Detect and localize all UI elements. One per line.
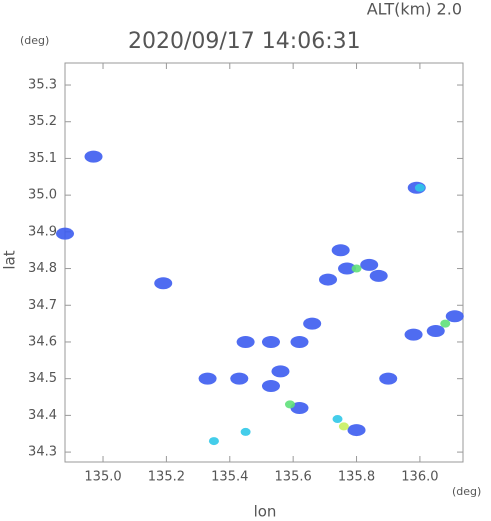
radar-echo xyxy=(303,317,322,330)
y-unit: (deg) xyxy=(20,34,49,47)
radar-echo xyxy=(290,335,309,348)
y-tick-label: 34.7 xyxy=(28,298,57,313)
y-tick-label: 35.3 xyxy=(28,78,57,93)
radar-echo xyxy=(338,262,357,275)
radar-echo xyxy=(208,437,219,446)
y-axis-label: lat xyxy=(1,250,19,269)
radar-echo xyxy=(284,400,295,409)
y-tick-label: 34.3 xyxy=(28,445,57,460)
y-tick-label: 35.1 xyxy=(28,151,57,166)
y-tick-label: 35.0 xyxy=(28,188,57,203)
radar-echo xyxy=(347,424,366,437)
radar-echo xyxy=(198,372,217,385)
x-tick-label: 135.6 xyxy=(275,470,312,485)
y-tick-label: 35.2 xyxy=(28,114,57,129)
radar-echo xyxy=(261,335,280,348)
radar-echo xyxy=(414,183,425,192)
x-tick-label: 136.0 xyxy=(401,470,438,485)
x-tick-label: 135.2 xyxy=(148,470,185,485)
radar-echo xyxy=(84,150,103,163)
radar-echo xyxy=(360,258,379,271)
radar-echo xyxy=(56,227,74,240)
radar-echo xyxy=(319,273,338,286)
radar-echo xyxy=(261,380,280,393)
y-tick-label: 34.5 xyxy=(28,371,57,386)
radar-echo xyxy=(154,277,173,290)
radar-echo xyxy=(271,365,290,378)
radar-echo xyxy=(236,335,255,348)
x-tick-label: 135.0 xyxy=(84,470,121,485)
y-tick-label: 34.9 xyxy=(28,224,57,239)
radar-echo xyxy=(338,422,349,431)
radar-echo xyxy=(379,372,398,385)
x-unit: (deg) xyxy=(452,485,481,498)
radar-echo xyxy=(331,244,350,257)
radar-echo xyxy=(332,415,343,424)
radar-echo xyxy=(230,372,249,385)
header: ALT(km) 2.0 xyxy=(367,0,462,19)
radar-echo xyxy=(351,264,362,273)
radar-echo xyxy=(445,310,464,323)
radar-echo xyxy=(426,324,445,337)
x-axis-label: lon xyxy=(254,503,277,521)
y-tick-label: 34.6 xyxy=(28,334,57,349)
radar-echo xyxy=(290,402,309,415)
radar-echo xyxy=(369,269,388,282)
plot-frame xyxy=(64,62,464,463)
y-tick-label: 34.4 xyxy=(28,408,57,423)
y-tick-label: 34.8 xyxy=(28,261,57,276)
chart-title: 2020/09/17 14:06:31 xyxy=(128,29,361,54)
radar-echo xyxy=(404,328,423,341)
radar-echo xyxy=(240,427,251,436)
radar-echo xyxy=(440,319,451,328)
x-tick-label: 135.4 xyxy=(211,470,248,485)
x-tick-label: 135.8 xyxy=(338,470,375,485)
